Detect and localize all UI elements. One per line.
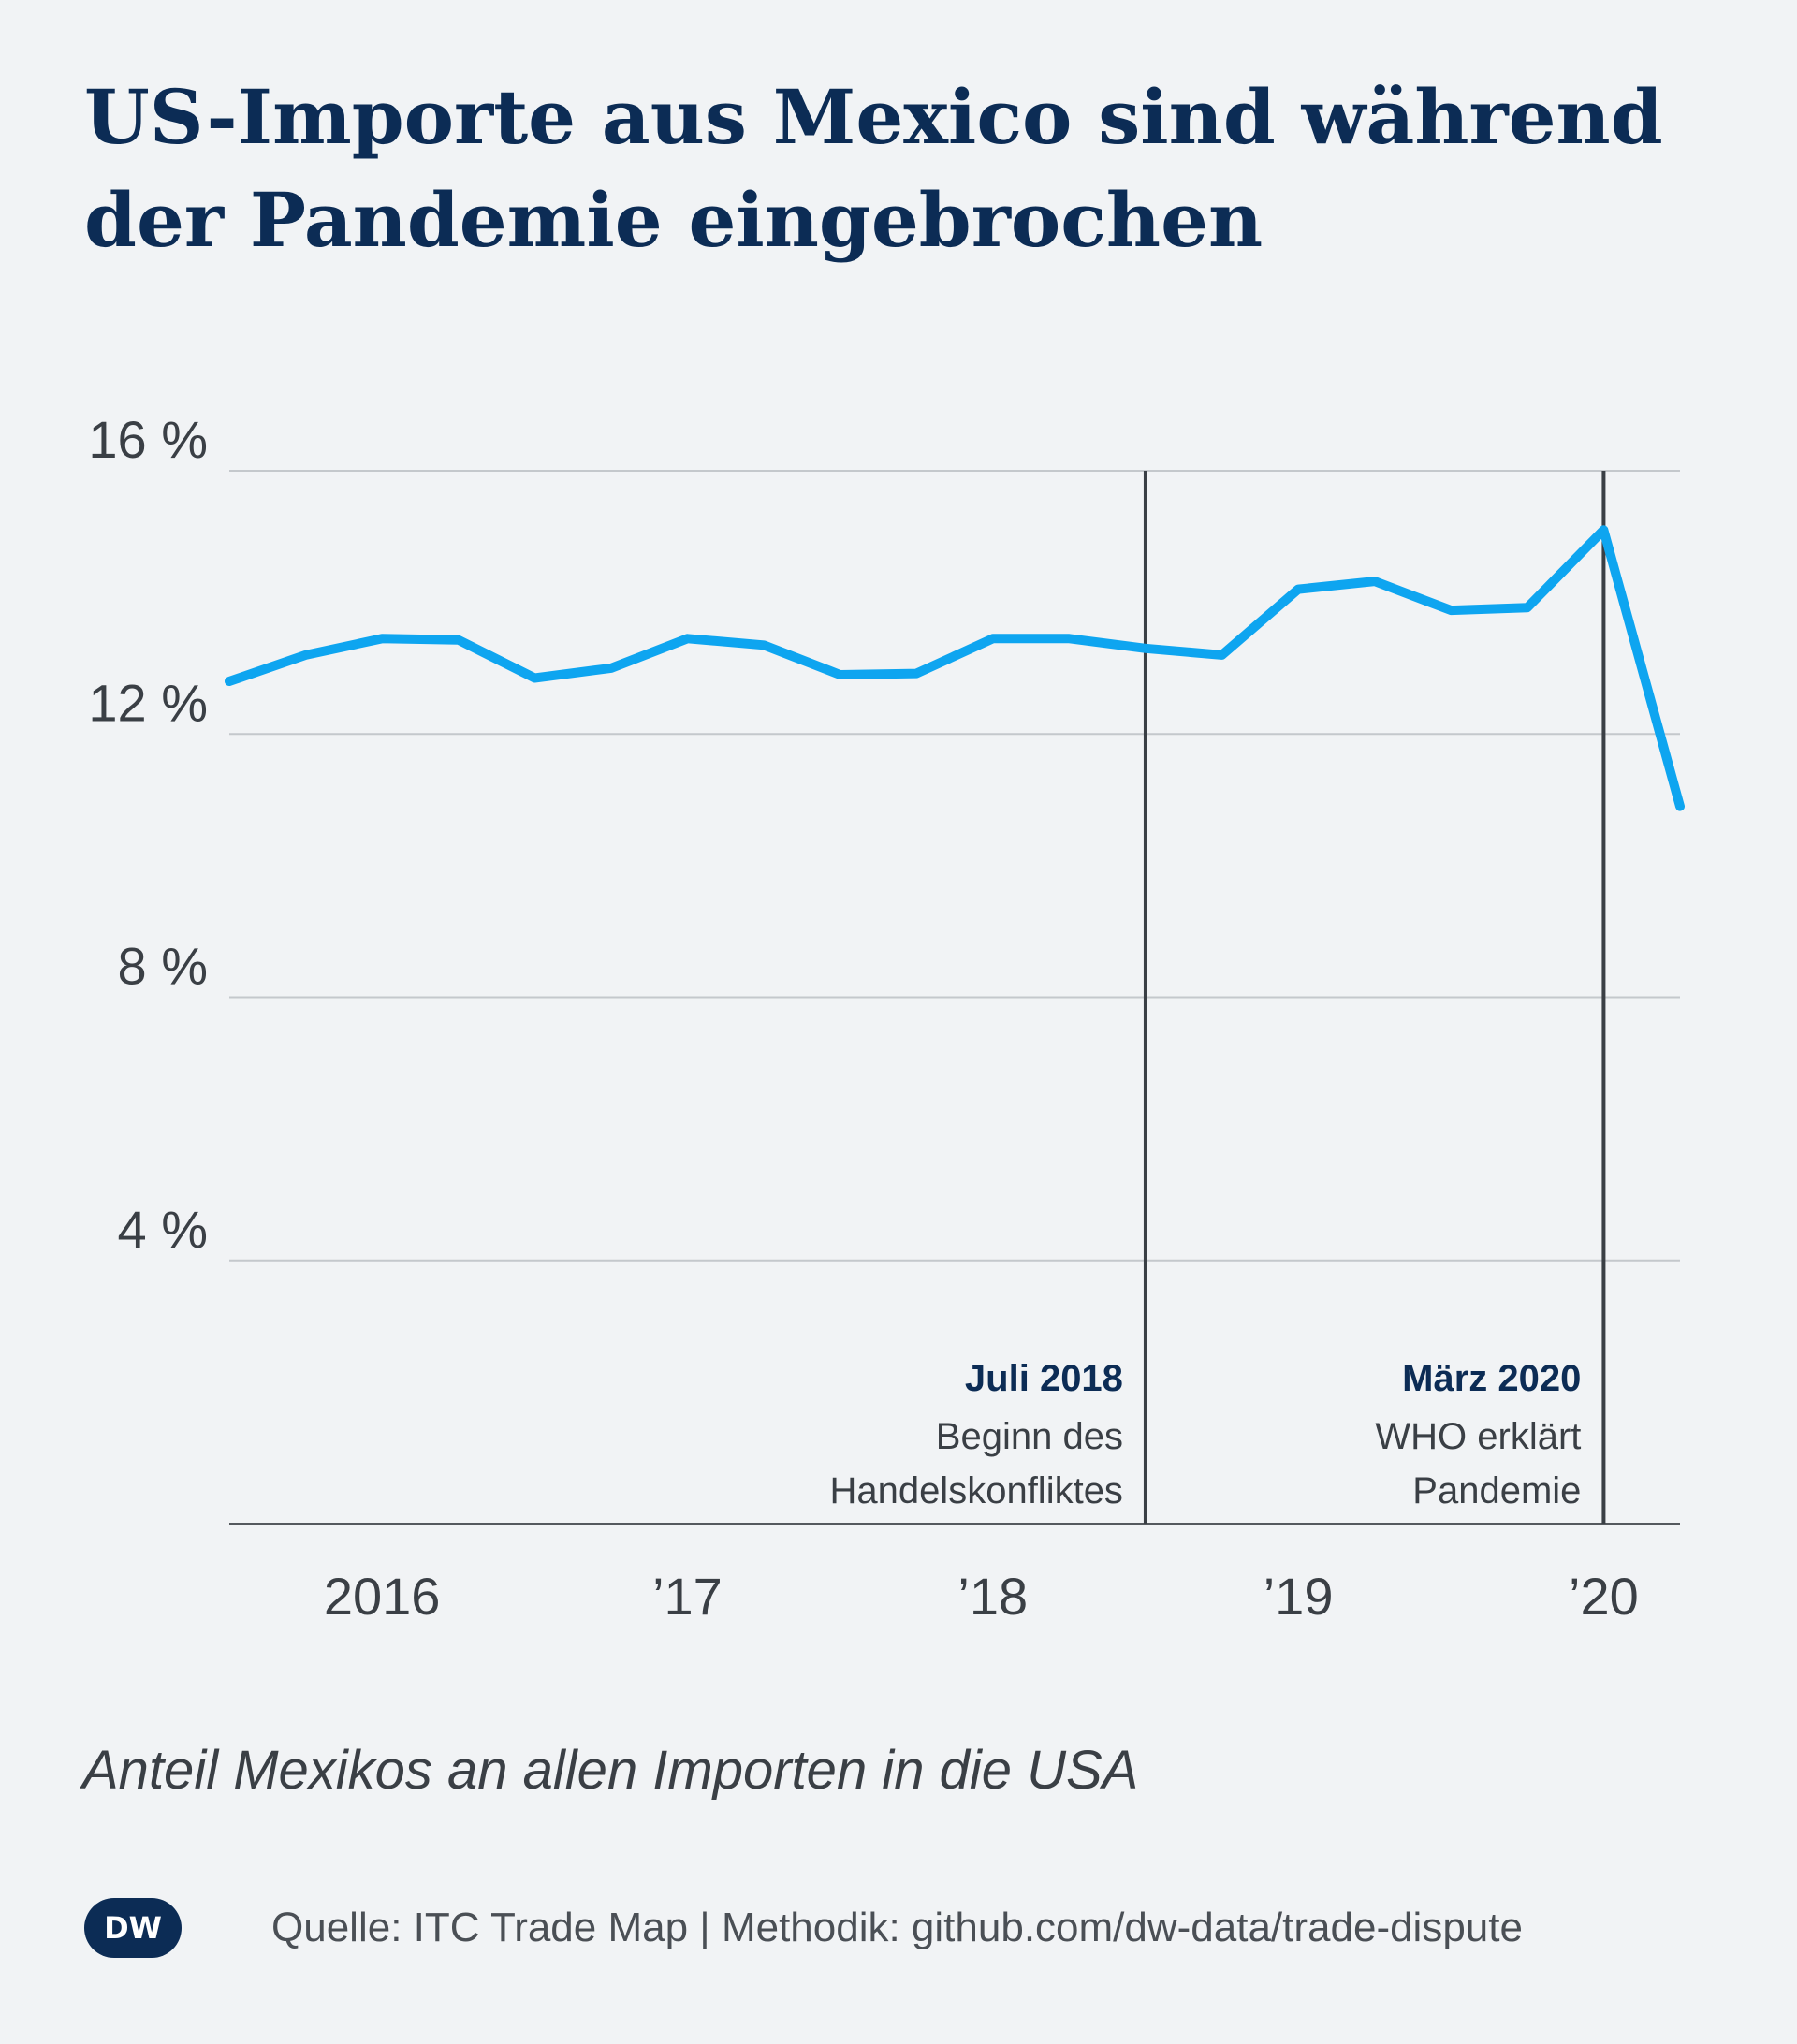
y-tick-label: 16 %	[88, 410, 208, 469]
data-point	[1297, 588, 1300, 591]
dw-logo: DW	[84, 1898, 182, 1958]
chart-subtitle: Anteil Mexikos an allen Importen in die …	[82, 1740, 1139, 1801]
x-tick-label: 2016	[324, 1567, 441, 1626]
source-text: Quelle: ITC Trade Map | Methodik: github…	[271, 1905, 1523, 1950]
data-point	[1602, 529, 1605, 532]
data-point	[1373, 580, 1376, 583]
logo-text: DW	[104, 1910, 162, 1946]
annotation-title: März 2020	[1402, 1358, 1581, 1399]
series-line-0	[225, 525, 1685, 811]
x-tick-label: ’20	[1569, 1567, 1639, 1626]
data-point	[228, 680, 230, 682]
x-axis-ticks: 2016 ’17 ’18 ’19 ’20	[324, 1567, 1639, 1626]
data-point	[1450, 609, 1453, 612]
data-point	[1220, 653, 1223, 656]
annotation-title: Juli 2018	[965, 1358, 1123, 1399]
annotation-text: Beginn des	[936, 1416, 1123, 1457]
data-point	[1526, 606, 1528, 609]
x-tick-label: ’19	[1264, 1567, 1334, 1626]
data-point	[533, 677, 536, 679]
data-point	[1068, 637, 1071, 640]
data-point	[381, 637, 384, 640]
gridlines	[229, 470, 1680, 1525]
data-point	[304, 653, 307, 656]
x-tick-label: ’17	[652, 1567, 723, 1626]
data-point	[763, 644, 766, 647]
annotation-text: Handelskonfliktes	[829, 1470, 1123, 1511]
data-point	[839, 673, 841, 676]
data-point	[609, 666, 612, 669]
line-chart: 4 % 8 % 12 % 16 % 2016 ’17 ’18 ’19 ’20 Juli 201…	[88, 410, 1685, 1626]
annotation-text: WHO erklärt	[1375, 1416, 1581, 1457]
chart-title: US-Importe aus Mexico sind während der P…	[84, 73, 1663, 264]
y-tick-label: 12 %	[88, 673, 208, 732]
data-point	[915, 672, 918, 675]
annotation-text: Pandemie	[1412, 1470, 1581, 1511]
series-layer	[225, 525, 1685, 811]
data-point	[1144, 647, 1147, 650]
x-tick-label: ’18	[957, 1567, 1028, 1626]
dw-logo-mark: DW	[104, 1910, 162, 1946]
data-point	[686, 637, 689, 640]
data-point	[1679, 805, 1681, 808]
footer: DW Quelle: ITC Trade Map | Methodik: git…	[84, 1891, 1731, 1965]
y-axis-ticks: 4 % 8 % 12 % 16 %	[88, 410, 208, 1259]
data-point	[991, 637, 994, 640]
y-tick-label: 4 %	[118, 1200, 209, 1259]
y-tick-label: 8 %	[118, 937, 209, 996]
data-point	[457, 638, 460, 641]
